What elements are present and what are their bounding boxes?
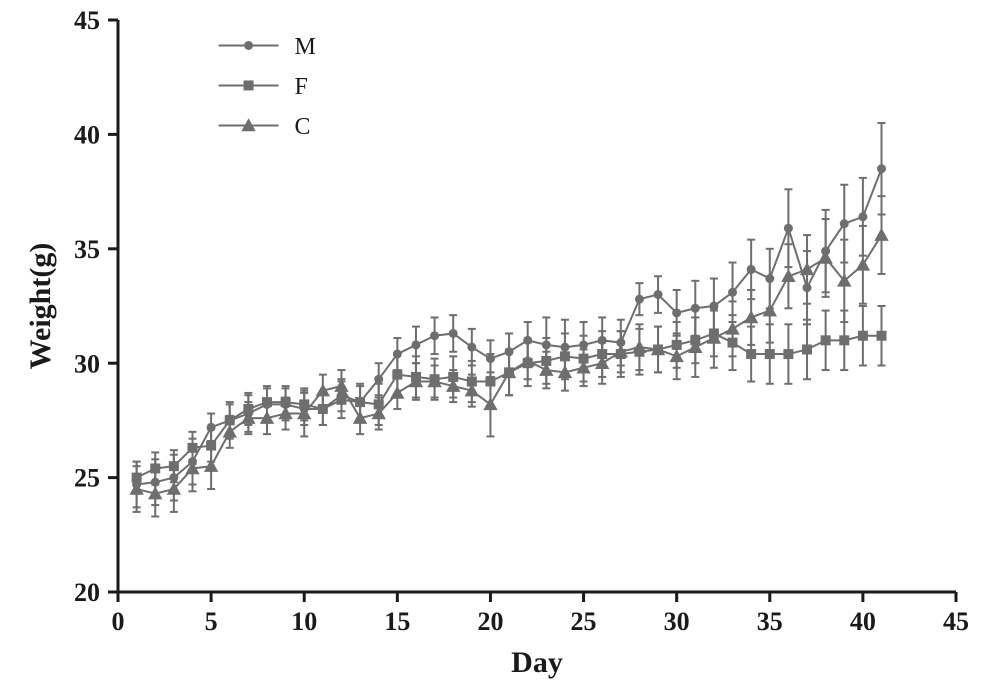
x-tick-label: 30 bbox=[664, 607, 690, 636]
x-tick-label: 5 bbox=[205, 607, 218, 636]
x-tick-label: 0 bbox=[112, 607, 125, 636]
data-series bbox=[129, 123, 888, 517]
y-tick-label: 20 bbox=[74, 578, 100, 607]
series-C bbox=[129, 196, 888, 516]
weight-chart: 0 5 10 15 20 25 30 35 40 45 20 25 30 35 40 45 MFC Day W… bbox=[0, 0, 1000, 696]
axes: 0 5 10 15 20 25 30 35 40 45 20 25 30 35 40 45 bbox=[74, 6, 969, 636]
legend-item: M bbox=[219, 34, 316, 60]
legend-item: F bbox=[219, 74, 308, 100]
x-axis-label: Day bbox=[511, 646, 563, 679]
x-tick-label: 40 bbox=[850, 607, 876, 636]
legend-label: C bbox=[295, 114, 311, 140]
x-tick-label: 35 bbox=[757, 607, 783, 636]
legend-label: M bbox=[295, 34, 316, 60]
legend-item: C bbox=[219, 114, 311, 140]
y-tick-label: 25 bbox=[74, 464, 100, 493]
y-tick-label: 40 bbox=[74, 121, 100, 150]
y-axis-label: Weight(g) bbox=[24, 243, 57, 370]
y-tick-label: 45 bbox=[74, 6, 100, 35]
legend: MFC bbox=[219, 34, 316, 140]
x-tick-label: 45 bbox=[943, 607, 969, 636]
y-tick-label: 35 bbox=[74, 235, 100, 264]
x-tick-label: 25 bbox=[571, 607, 597, 636]
x-tick-label: 20 bbox=[477, 607, 503, 636]
x-tick-label: 10 bbox=[291, 607, 317, 636]
y-tick-label: 30 bbox=[74, 349, 100, 378]
legend-label: F bbox=[295, 74, 308, 100]
x-tick-label: 15 bbox=[384, 607, 410, 636]
